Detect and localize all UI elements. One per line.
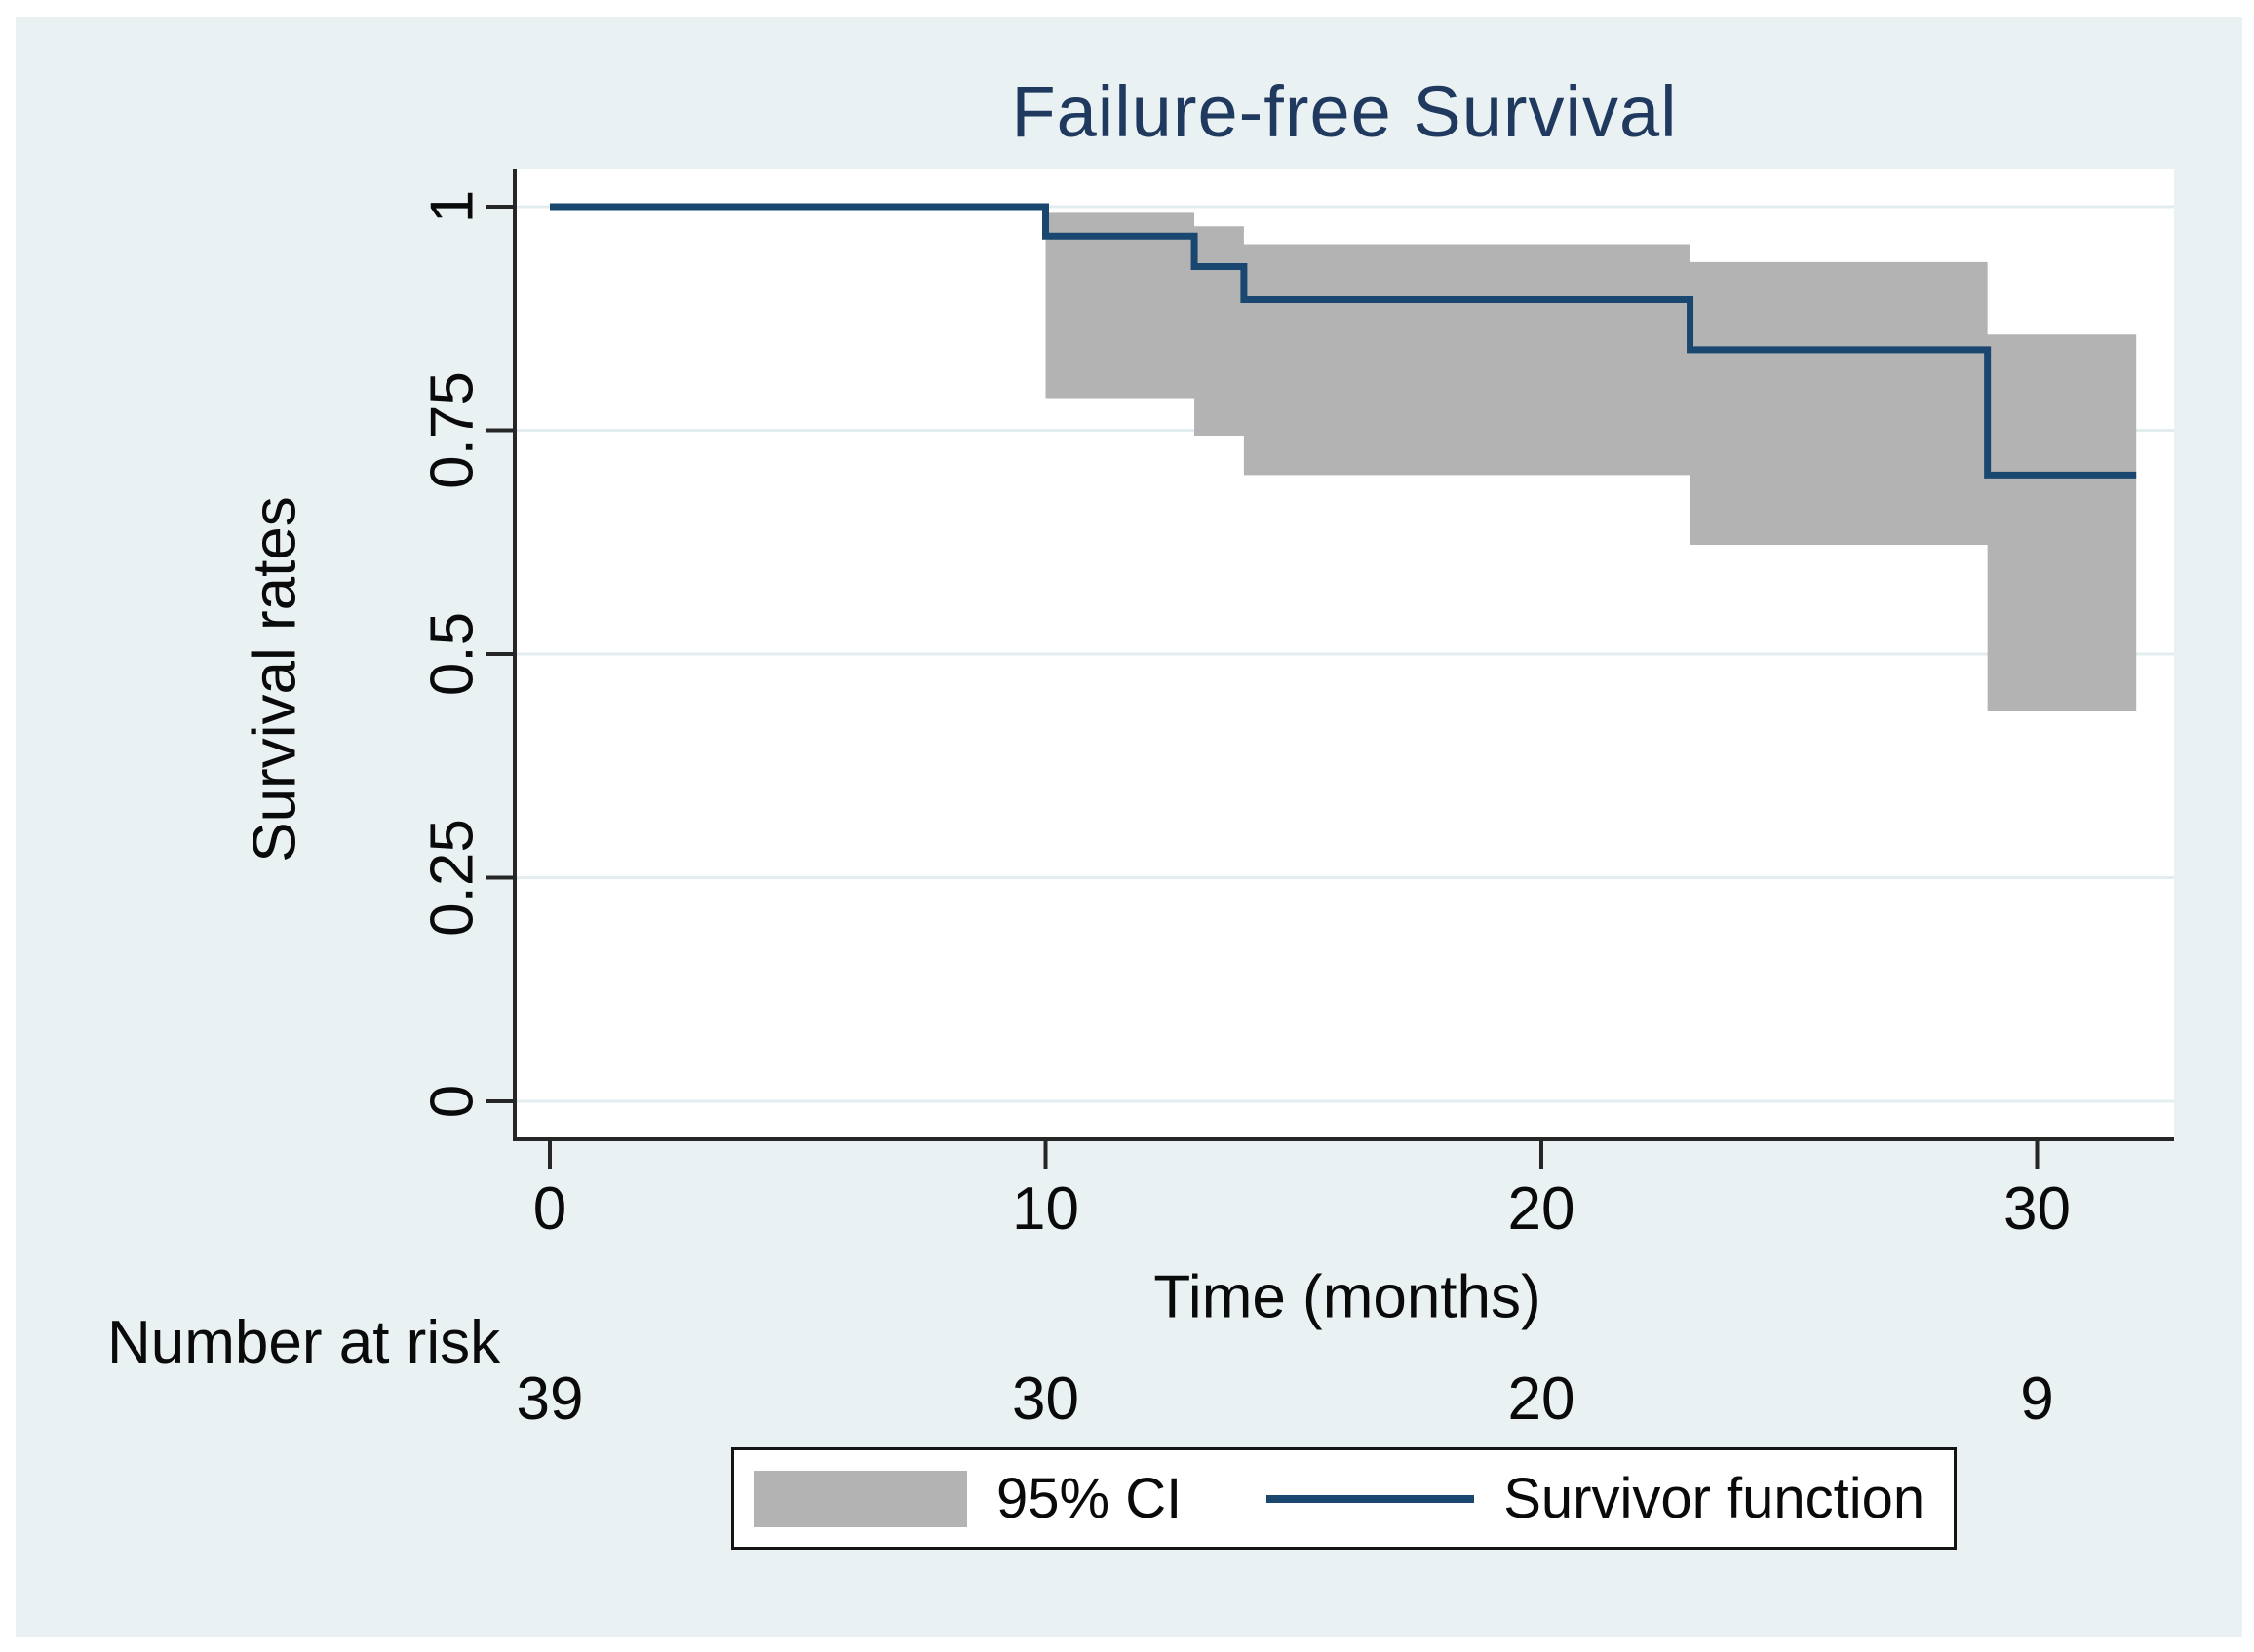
- x-axis-title: Time (months): [1153, 1263, 1541, 1331]
- y-tick-label: 0.75: [419, 371, 486, 489]
- survivor-line: [550, 203, 2137, 479]
- y-tick-label: 0.25: [419, 819, 486, 937]
- ci-band: [1045, 212, 2137, 711]
- risk-count-row: 39 30 20 9: [517, 1365, 2054, 1433]
- y-tick-label: 1: [419, 190, 486, 223]
- x-ticks: 0 10 20 30: [533, 1139, 2071, 1243]
- ci-band-group: [1045, 212, 2137, 711]
- legend-box: 95% CI Survivor function: [731, 1447, 1957, 1550]
- y-tick-label: 0: [419, 1085, 486, 1118]
- y-axis-title: Survival rates: [241, 496, 309, 863]
- y-ticks: 0 0.25 0.5 0.75 1: [419, 190, 515, 1118]
- legend-label-survivor: Survivor function: [1503, 1467, 1925, 1530]
- risk-count: 30: [1012, 1365, 1079, 1433]
- x-tick-label: 0: [533, 1175, 566, 1243]
- ci-band-swatch: [754, 1470, 967, 1527]
- survivor-line-swatch: [1266, 1494, 1475, 1503]
- chart-title: Failure-free Survival: [1011, 71, 1678, 152]
- x-tick-label: 10: [1012, 1175, 1079, 1243]
- risk-count: 9: [2020, 1365, 2053, 1433]
- risk-count: 39: [517, 1365, 584, 1433]
- risk-table-label: Number at risk: [107, 1309, 501, 1376]
- survivor-line-group: [550, 203, 2137, 479]
- legend-label-ci: 95% CI: [996, 1467, 1183, 1530]
- y-tick-label: 0.5: [419, 612, 486, 696]
- x-tick-label: 20: [1508, 1175, 1575, 1243]
- risk-count: 20: [1508, 1365, 1575, 1433]
- x-tick-label: 30: [2003, 1175, 2071, 1243]
